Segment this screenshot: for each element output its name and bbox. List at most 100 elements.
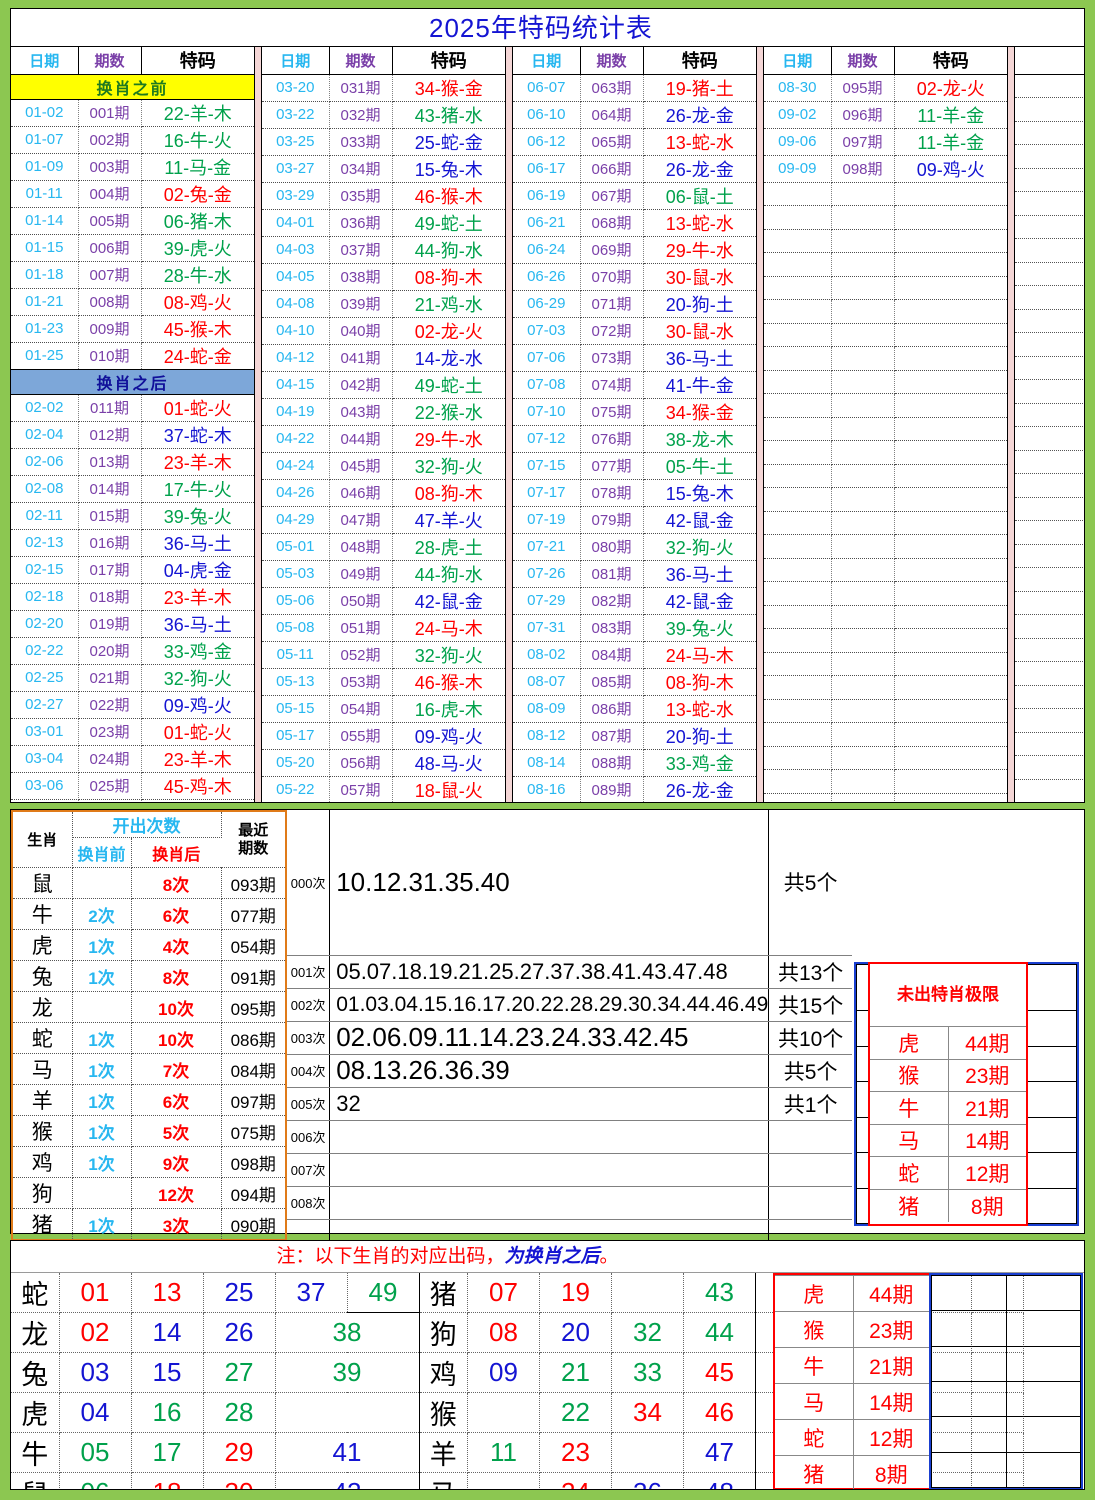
draw-issue: 011期	[78, 394, 142, 422]
draw-row-empty	[764, 323, 1007, 347]
draw-issue	[831, 558, 895, 582]
zodiac-map-row: 兔 03 15 27 39	[11, 1352, 420, 1393]
zodiac-count-after: 8次	[131, 867, 222, 899]
zodiac-count-after: 4次	[131, 929, 222, 961]
draw-row: 05-03 049期 44-狗-水	[262, 560, 505, 588]
draw-code: 20-狗-土	[643, 722, 756, 750]
draw-issue: 081期	[580, 560, 644, 588]
limit-row: 虎 44期	[775, 1275, 929, 1312]
column-divider-2	[505, 47, 513, 802]
zodiac-map-row: 鸡 09 21 33 45	[419, 1352, 756, 1393]
draw-date: 04-29	[262, 506, 330, 534]
frequency-numbers	[329, 1153, 770, 1187]
limit-periods: 44期	[853, 1275, 929, 1312]
draw-code	[894, 511, 1007, 535]
draw-date: 02-20	[11, 610, 79, 638]
blank-header-cell	[1015, 47, 1084, 75]
draw-row: 07-17 078期 15-兔-木	[513, 479, 756, 507]
draw-row: 06-17 066期 26-龙-金	[513, 155, 756, 183]
blank-row	[1015, 97, 1084, 122]
draw-row: 02-04 012期 37-蛇-木	[11, 421, 254, 449]
draw-row-empty	[764, 252, 1007, 277]
blank-cell	[1015, 497, 1084, 521]
zodiac-map-row: 猴 22 34 46	[419, 1392, 756, 1433]
zodiac-map-number: 18	[131, 1472, 204, 1489]
draw-code: 15-兔-木	[392, 155, 505, 183]
zodiac-count-after: 6次	[131, 1084, 222, 1116]
draw-date: 07-08	[513, 371, 581, 399]
draw-code: 41-牛-金	[643, 371, 756, 399]
blank-row	[1015, 309, 1084, 333]
draw-code	[894, 182, 1007, 206]
draw-issue	[831, 276, 895, 300]
blank-cell	[931, 1416, 1007, 1453]
zodiac-map-number: 04	[59, 1392, 132, 1433]
draw-code	[894, 440, 1007, 465]
draw-date	[764, 182, 832, 206]
draw-row-empty	[764, 205, 1007, 230]
draw-issue: 024期	[78, 745, 142, 773]
draw-issue	[831, 229, 895, 253]
blank-row	[1015, 191, 1084, 216]
band-row-after: 换肖之后	[11, 368, 254, 395]
draw-issue: 064期	[580, 101, 644, 129]
blank-cell	[1015, 732, 1084, 756]
draw-code: 46-猴-木	[392, 668, 505, 696]
zodiac-map-number: 43	[683, 1273, 756, 1313]
draw-issue: 087期	[580, 722, 644, 750]
frequency-numbers: 01.03.04.15.16.17.20.22.28.29.30.34.44.4…	[329, 988, 770, 1022]
zodiac-row: 猴 1次 5次 075期	[12, 1115, 286, 1147]
limit-periods: 8期	[948, 1188, 1026, 1222]
draw-code: 46-猴-木	[392, 182, 505, 210]
zodiac-map-row: 蛇 01 13 25 37 49	[11, 1273, 420, 1313]
draw-issue	[831, 323, 895, 347]
blank-cell	[1005, 1451, 1081, 1489]
frequency-total	[768, 1153, 852, 1187]
zodiac-recent-issue: 054期	[221, 929, 286, 961]
draw-row: 06-07 063期 19-猪-土	[513, 74, 756, 102]
draw-code	[894, 252, 1007, 277]
draw-row: 01-21 008期 08-鸡-火	[11, 288, 254, 316]
blank-row	[1015, 614, 1084, 639]
draw-code: 28-虎-土	[392, 533, 505, 561]
frequency-numbers	[329, 1120, 770, 1154]
draw-issue	[831, 299, 895, 324]
draw-row-empty	[764, 417, 1007, 441]
draw-row: 08-16 089期 26-龙-金	[513, 776, 756, 802]
zodiac-recent-issue: 086期	[221, 1022, 286, 1054]
zodiac-map-number: 15	[131, 1352, 204, 1393]
draw-code: 06-鼠-土	[643, 182, 756, 210]
limit-periods: 12期	[948, 1156, 1026, 1189]
draw-row: 07-15 077期 05-牛-土	[513, 452, 756, 480]
draw-code: 16-虎-木	[392, 695, 505, 723]
draw-issue: 066期	[580, 155, 644, 183]
blank-cell	[1015, 144, 1084, 169]
draw-row: 01-23 009期 45-猴-木	[11, 315, 254, 343]
draw-date: 05-13	[262, 668, 330, 696]
zodiac-header-after: 换肖后	[131, 837, 221, 868]
draw-column-3: 日期 期数 特码 06-07 063期 19-猪-土 06-10 064期 26-龙-金 0…	[513, 47, 756, 802]
zodiac-count-before: 1次	[72, 1022, 132, 1054]
draw-row: 07-10 075期 34-猴-金	[513, 398, 756, 426]
draw-issue: 002期	[78, 126, 142, 154]
draw-row-empty	[764, 722, 1007, 747]
frequency-numbers: 08.13.26.36.39	[329, 1054, 770, 1088]
draw-date: 03-29	[262, 182, 330, 210]
draw-row-empty	[764, 276, 1007, 300]
draw-date: 06-07	[513, 74, 581, 102]
draw-date: 07-17	[513, 479, 581, 507]
draw-row: 09-02 096期 11-羊-金	[764, 101, 1007, 129]
band-row-before: 换肖之前	[11, 74, 254, 100]
draw-code: 09-鸡-火	[894, 155, 1007, 183]
draw-date	[764, 346, 832, 371]
draw-row: 04-29 047期 47-羊-火	[262, 506, 505, 534]
middle-panel: 生肖 开出次数 最近 期数 换肖前 换肖后 鼠 8次 093期牛 2次 6次 077期虎 1…	[10, 809, 1085, 1248]
draw-date: 03-25	[262, 128, 330, 156]
draw-code: 13-蛇-水	[643, 695, 756, 723]
draw-issue: 050期	[329, 587, 393, 615]
frequency-label: 003次	[287, 1021, 331, 1055]
limit-row: 马 14期	[775, 1383, 929, 1420]
draw-row-empty	[764, 440, 1007, 465]
draw-row: 04-01 036期 49-蛇-土	[262, 209, 505, 237]
draw-code: 42-鼠-金	[643, 587, 756, 615]
